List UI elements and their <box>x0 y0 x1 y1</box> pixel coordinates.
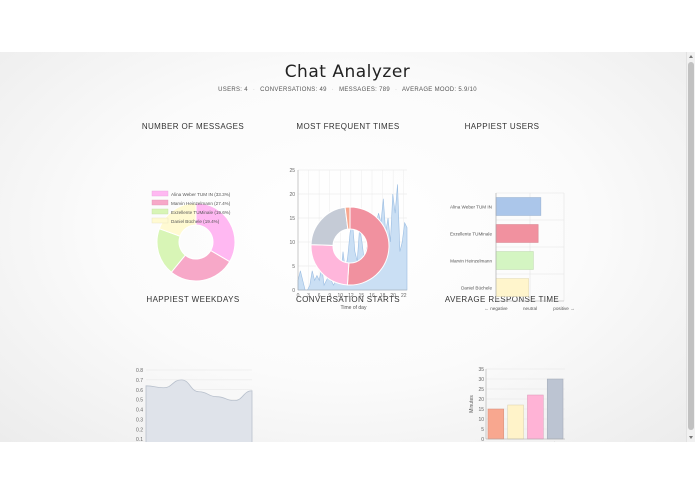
y-tick-label: 10 <box>289 240 295 246</box>
bar <box>507 404 524 440</box>
bar <box>495 278 529 297</box>
x-tick-label: 9 <box>328 293 331 299</box>
y-tick-label: 0.1 <box>136 437 143 442</box>
bar <box>546 378 564 440</box>
legend-swatch <box>151 217 169 224</box>
stat-conversations-value: 49 <box>319 87 327 93</box>
category-label: Alina Weber TUM IN <box>450 205 492 210</box>
x-tick-label: 6 <box>318 293 321 299</box>
messages-chart-title: NUMBER OF MESSAGES <box>141 122 245 131</box>
x-tick-label: 12 <box>348 293 354 299</box>
stat-separator: · <box>394 87 398 93</box>
y-tick-label: 5 <box>292 264 295 270</box>
y-tick-label: 0.6 <box>136 388 143 394</box>
page-title: Chat Analyzer <box>284 62 411 82</box>
category-label: Exzellente TUMinale <box>450 232 492 237</box>
happiest-users-chart-title: HAPPIEST USERS <box>464 122 540 131</box>
starts-chart-title: CONVERSATION STARTS <box>295 295 401 304</box>
bar <box>495 197 542 216</box>
weekdays-chart-title: HAPPIEST WEEKDAYS <box>146 295 240 304</box>
legend-swatch <box>151 199 169 206</box>
x-tick-label: Exzellente TUMinale <box>513 441 539 442</box>
pie-slice <box>346 206 390 286</box>
bar <box>495 251 534 270</box>
pie-slice <box>195 202 236 263</box>
category-label: Daniel Büchele <box>461 286 492 291</box>
y-tick-label: 0.8 <box>136 368 143 374</box>
vertical-scrollbar[interactable] <box>686 52 695 442</box>
stat-messages-label: MESSAGES: <box>339 87 378 93</box>
y-tick-label: 20 <box>478 397 484 403</box>
stat-messages-value: 789 <box>379 87 391 93</box>
area-series <box>145 379 253 442</box>
x-tick-label: ← negative <box>484 306 508 311</box>
y-tick-label: 15 <box>478 407 484 413</box>
x-tick-label: 0 <box>297 293 300 299</box>
stat-users-value: 4 <box>244 87 248 93</box>
stat-mood-value: 5.9/10 <box>458 87 477 93</box>
y-tick-label: 25 <box>289 168 295 174</box>
y-tick-label: 35 <box>478 367 484 373</box>
starts-donut-chart: Alina Weber TUM IN (51%)Marvin Heinzelma… <box>310 206 390 286</box>
x-tick-label: 10 <box>338 293 344 299</box>
messages-donut-chart: Alina Weber TUM IN (33.3%) Marvin Heinzel… <box>151 190 236 282</box>
pie-slice <box>344 206 351 230</box>
legend-label: Exzellente TUMinale (19.6%) <box>171 210 231 215</box>
happiest-users-bar-chart: Alina Weber TUM IN Exzellente TUMinale Mar… <box>450 192 575 311</box>
x-tick-label: Marvin Heinzelmann <box>473 441 498 442</box>
legend-swatch <box>151 190 169 197</box>
y-tick-label: 15 <box>289 216 295 222</box>
pie-slice <box>158 202 197 237</box>
x-tick-label: 18 <box>380 293 386 299</box>
bar <box>487 408 505 440</box>
x-tick-label: 15 <box>359 293 365 299</box>
response-bar-chart: 0 5 10 15 20 25 30 35 Marvin Heinzelmann Daniel B… <box>469 367 565 442</box>
legend-swatch <box>151 208 169 215</box>
dashboard-page[interactable]: Chat Analyzer USERS: 4 · CONVERSATIONS: … <box>0 52 686 442</box>
legend-label: Daniel Büchele (19.4%) <box>171 219 220 224</box>
bar <box>527 394 544 440</box>
stat-mood-label: AVERAGE MOOD: <box>401 87 457 93</box>
stats-bar: USERS: 4 · CONVERSATIONS: 49 · MESSAGES:… <box>0 87 686 93</box>
y-tick-label: 0 <box>481 437 484 442</box>
legend-label: Alina Weber TUM IN (33.3%) <box>171 192 231 197</box>
y-tick-label: 0 <box>292 288 295 294</box>
stat-separator: · <box>331 87 335 93</box>
x-tick-label: 22 <box>401 293 407 299</box>
y-tick-label: 20 <box>289 192 295 198</box>
x-tick-label: Daniel Büchele <box>499 441 519 442</box>
scroll-up-arrow-icon[interactable] <box>689 55 693 58</box>
category-label: Marvin Heinzelmann <box>450 259 492 264</box>
response-chart-title: AVERAGE RESPONSE TIME <box>444 295 560 304</box>
x-tick-label: 16 <box>369 293 375 299</box>
y-tick-label: 25 <box>478 387 484 393</box>
scroll-down-arrow-icon[interactable] <box>689 436 693 439</box>
scrollbar-thumb[interactable] <box>688 62 694 430</box>
y-tick-label: 0.2 <box>136 427 143 433</box>
y-tick-label: 0.3 <box>136 417 143 423</box>
x-tick-label: neutral <box>523 306 537 311</box>
times-area-chart: 0 5 10 15 20 25 0 3 6 9 10 12 15 16 18 20 22 Time of day <box>289 168 408 311</box>
y-tick-label: 5 <box>481 427 484 433</box>
y-tick-label: 0.5 <box>136 398 143 404</box>
x-tick-label: 20 <box>390 293 396 299</box>
y-axis-title: Minutes <box>469 395 475 413</box>
y-tick-label: 30 <box>478 377 484 383</box>
x-tick-label: 3 <box>307 293 310 299</box>
legend-label: Marvin Heinzelmann (27.4%) <box>171 201 231 206</box>
y-tick-label: 0.4 <box>136 408 143 414</box>
x-axis-title: Time of day <box>341 305 367 311</box>
stat-users-label: USERS: <box>218 87 243 93</box>
y-tick-label: 0.7 <box>136 378 143 384</box>
x-tick-label: positive → <box>553 306 574 311</box>
times-chart-title: MOST FREQUENT TIMES <box>296 122 400 131</box>
stat-conversations-label: CONVERSATIONS: <box>260 87 318 93</box>
y-tick-label: 10 <box>478 417 484 423</box>
x-tick-label: Alina Weber TUM IN <box>533 441 558 442</box>
bar <box>495 224 539 243</box>
stat-separator: · <box>252 87 256 93</box>
